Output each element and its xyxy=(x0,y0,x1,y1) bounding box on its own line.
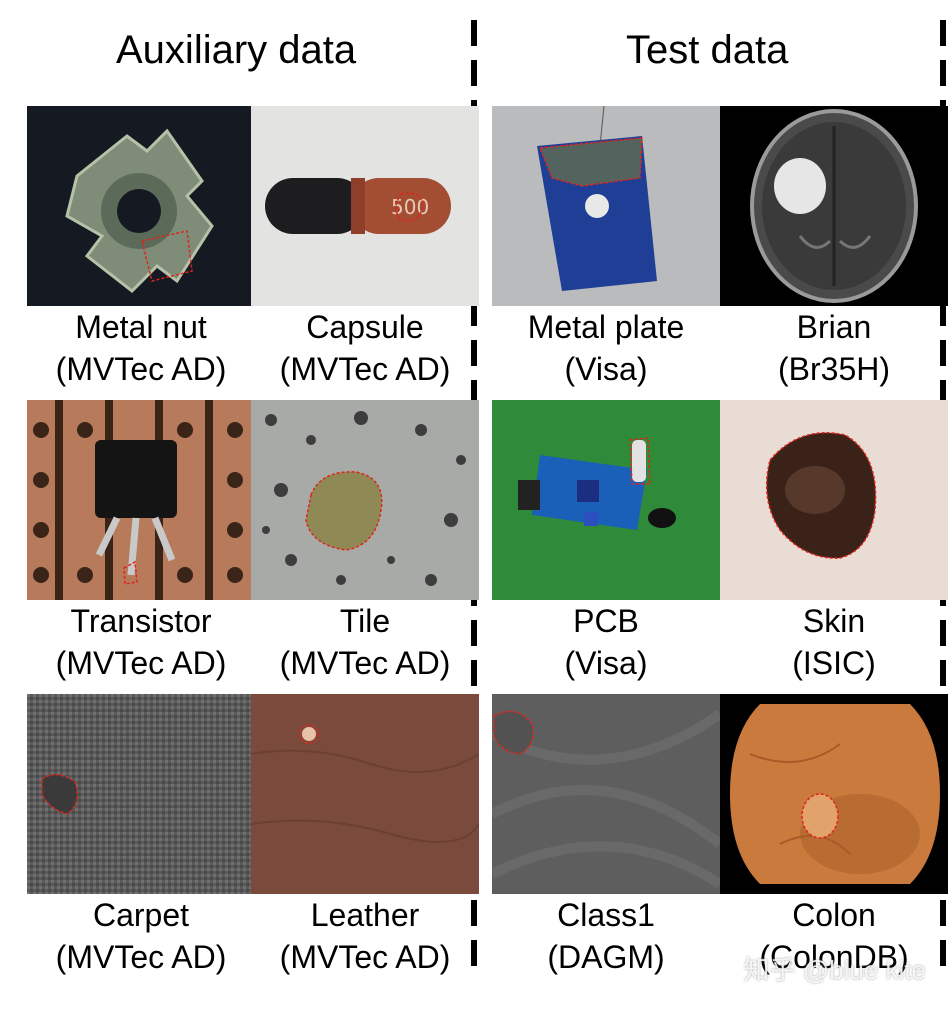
carpet-source: (MVTec AD) xyxy=(55,939,227,975)
tile-source: (MVTec AD) xyxy=(279,645,451,681)
carpet-name: Carpet xyxy=(92,897,190,933)
skin-source: (ISIC) xyxy=(792,645,876,681)
class1-source: (DAGM) xyxy=(547,939,665,975)
brain-name: Brian xyxy=(796,309,872,345)
test-data-heading: Test data xyxy=(626,28,789,72)
metal-nut-image xyxy=(27,106,255,306)
pcb-image xyxy=(492,400,720,600)
transistor-name: Transistor xyxy=(70,603,212,639)
capsule-name: Capsule xyxy=(306,309,424,345)
carpet-image xyxy=(27,694,255,894)
metal-plate-source: (Visa) xyxy=(564,351,648,387)
metal-nut-name: Metal nut xyxy=(75,309,207,345)
skin-lesion-image xyxy=(720,400,948,600)
metal-plate-image xyxy=(492,106,720,306)
tile-name: Tile xyxy=(339,603,391,639)
watermark: 知乎 @blue kite xyxy=(743,955,926,985)
brain-mri-image xyxy=(720,106,948,306)
leather-image xyxy=(251,694,479,894)
auxiliary-data-heading: Auxiliary data xyxy=(116,28,357,72)
colon-name: Colon xyxy=(792,897,876,933)
transistor-image xyxy=(27,400,255,600)
leather-name: Leather xyxy=(310,897,420,933)
metal-nut-source: (MVTec AD) xyxy=(55,351,227,387)
colon-image xyxy=(720,694,948,894)
class1-image xyxy=(492,694,720,894)
metal-plate-name: Metal plate xyxy=(527,309,685,345)
class1-name: Class1 xyxy=(557,897,655,933)
capsule-image: 500 xyxy=(251,106,479,306)
skin-name: Skin xyxy=(802,603,866,639)
brain-source: (Br35H) xyxy=(777,351,890,387)
pcb-name: PCB xyxy=(573,603,639,639)
pcb-source: (Visa) xyxy=(564,645,648,681)
tile-image xyxy=(251,400,479,600)
colon-source: (ColonDB) xyxy=(759,939,909,975)
capsule-source: (MVTec AD) xyxy=(279,351,451,387)
transistor-source: (MVTec AD) xyxy=(55,645,227,681)
leather-source: (MVTec AD) xyxy=(279,939,451,975)
